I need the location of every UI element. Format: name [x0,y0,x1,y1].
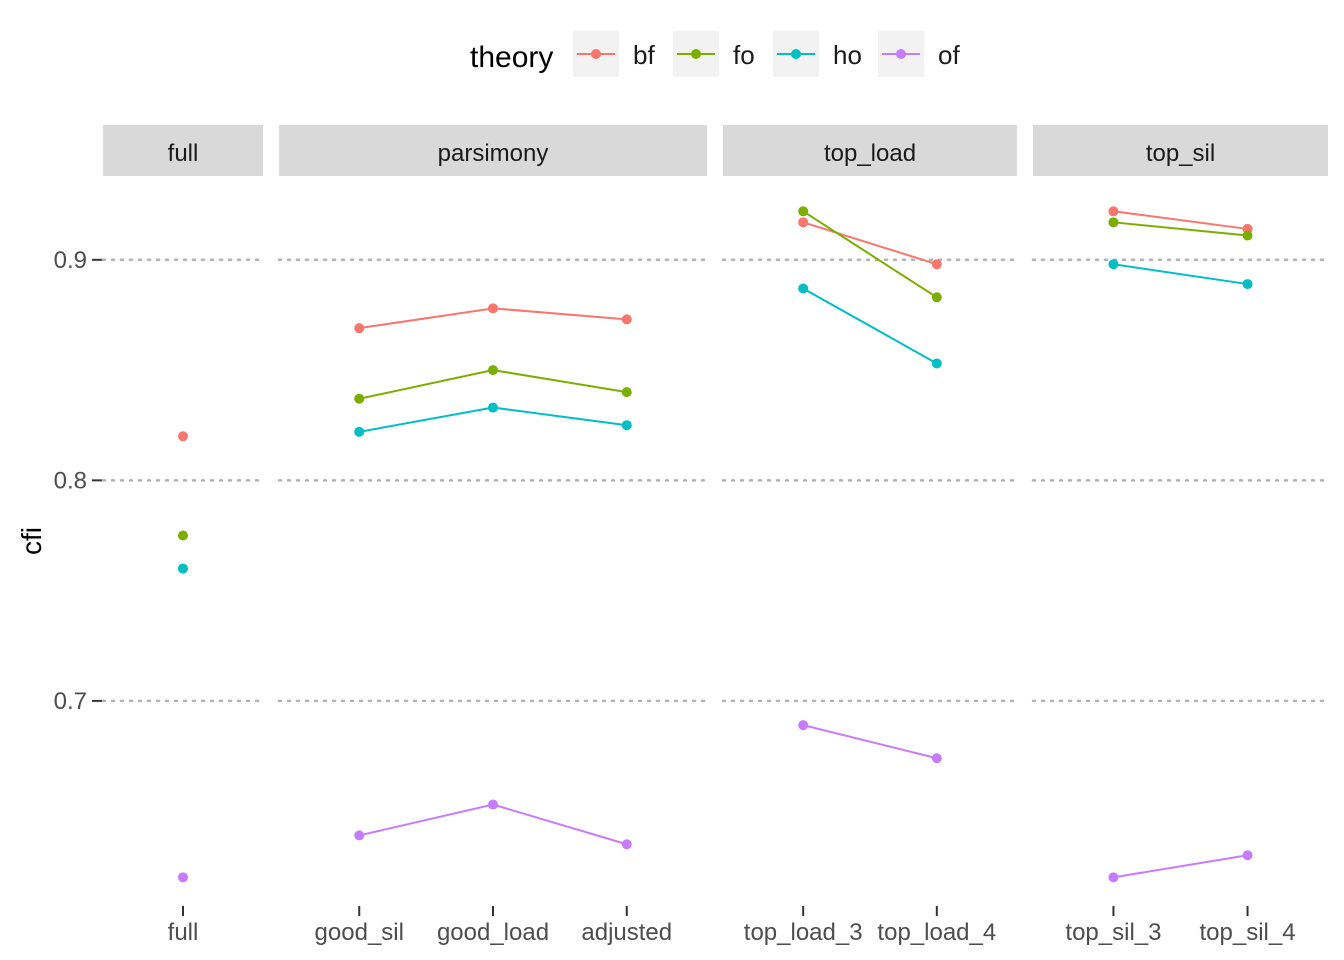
legend: theory bf fo ho of [470,31,960,77]
legend-key-point [691,49,701,59]
strip-background [279,125,707,176]
point-ho [931,358,942,369]
series-line-of [1113,854,1248,879]
series-line-of [359,803,628,846]
x-tick-label: top_sil_4 [1200,919,1296,946]
point-of [1108,872,1119,883]
point-of [1242,850,1253,861]
point-ho [178,563,188,574]
panel-top_load: top_load top_load_3 top_load_4 [721,125,1019,946]
panel-full: full full [101,125,265,946]
point-of [354,830,365,841]
series-line-ho [802,287,938,365]
series-line-ho [1113,263,1248,286]
point-fo [798,206,809,217]
series-line-of [802,724,938,760]
point-of [178,872,188,883]
point-of [931,753,942,764]
point-ho [1242,279,1253,290]
point-fo [488,365,498,376]
x-tick-label: adjusted [581,919,672,946]
point-bf [354,323,365,334]
panels: full full parsimony good_sil good_load adjust… [101,125,1330,946]
legend-key-point [591,49,601,59]
point-ho [621,420,632,431]
x-tick-label: top_load_4 [877,919,996,946]
point-fo [621,387,632,398]
point-fo [1242,230,1253,241]
panel-top_sil: top_sil top_sil_3 top_sil_4 [1031,125,1330,946]
point-ho [1108,259,1119,270]
point-bf [798,217,809,228]
point-fo [931,292,942,303]
series-line-bf [1113,210,1248,230]
y-tick-label: 0.8 [54,467,87,494]
strip-label: full [168,140,199,167]
y-axis-title: cfi [16,527,47,555]
point-fo [1108,217,1119,228]
y-tick-label: 0.7 [54,688,87,715]
legend-label-fo: fo [733,40,755,70]
x-tick-label: top_load_3 [744,919,863,946]
point-bf [178,431,188,442]
point-of [488,799,498,810]
series-line-fo [1113,221,1248,237]
point-bf [931,259,942,270]
point-ho [798,283,809,294]
strip-background [723,125,1017,176]
point-ho [354,426,365,437]
strip-label: parsimony [438,140,549,167]
point-bf [621,314,632,325]
panel-parsimony: parsimony good_sil good_load adjusted [277,125,709,946]
point-of [798,720,809,731]
series-line-bf [802,221,938,266]
x-tick-label: good_load [437,919,549,946]
x-tick-label: top_sil_3 [1065,919,1161,946]
legend-label-bf: bf [633,40,655,70]
strip-label: top_load [824,140,916,167]
point-bf [1108,206,1119,217]
point-fo [354,393,365,404]
point-of [621,839,632,850]
point-fo [178,530,188,541]
strip-label: top_sil [1146,140,1215,167]
point-ho [488,402,498,413]
x-tick-label: full [168,919,199,946]
legend-key-point [896,49,906,59]
strip-background [103,125,263,176]
y-axis: cfi 0.7 0.8 0.9 [16,247,103,715]
point-bf [488,303,498,314]
series-line-fo [802,210,938,299]
x-tick-label: good_sil [315,919,404,946]
legend-key-point [791,49,801,59]
strip-background [1033,125,1328,176]
legend-title: theory [470,41,553,74]
legend-label-of: of [938,40,960,70]
legend-label-ho: ho [833,40,862,70]
y-tick-label: 0.9 [54,247,87,274]
